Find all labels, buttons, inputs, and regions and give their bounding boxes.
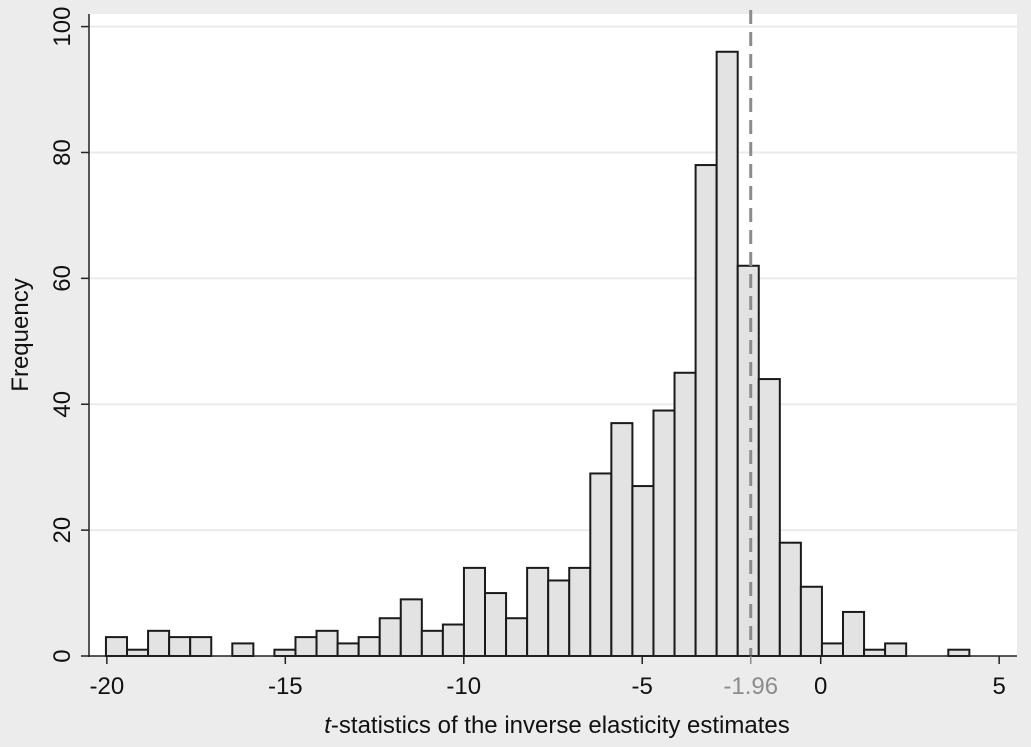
histogram-bar-5 xyxy=(189,636,213,658)
histogram-bar-7 xyxy=(273,648,297,657)
histogram-bar-32 xyxy=(799,585,823,657)
histogram-bar-27 xyxy=(694,164,718,657)
histogram-bar-16 xyxy=(462,566,487,657)
x-tick-label--5: -5 xyxy=(632,673,653,700)
grid-lines xyxy=(89,25,1017,532)
histogram-bar-11 xyxy=(357,636,381,658)
histogram-bar-35 xyxy=(863,648,887,657)
axes: 0 20 40 60 80 100 -20 -15 -10 -5 0 5 -1.96 xyxy=(49,7,1017,700)
histogram-bar-2 xyxy=(126,648,150,657)
histogram-bar-8 xyxy=(294,636,318,658)
x-axis-title: t-statistics of the inverse elasticity e… xyxy=(324,712,790,739)
histogram-bar-9 xyxy=(315,629,339,658)
histogram-bar-13 xyxy=(399,598,423,658)
x-tick-label-0: 0 xyxy=(814,673,827,700)
histogram-bar-34 xyxy=(842,610,866,657)
y-tick-label-20: 20 xyxy=(49,517,76,544)
histogram-bar-23 xyxy=(610,422,634,657)
histogram-bar-24 xyxy=(631,485,655,658)
histogram-bar-17 xyxy=(484,592,508,658)
bars xyxy=(104,50,971,658)
histogram-bar-26 xyxy=(673,371,697,657)
histogram-bar-31 xyxy=(778,541,802,657)
histogram-bar-36 xyxy=(884,642,908,657)
histogram-bar-30 xyxy=(757,378,781,657)
y-tick-label-0: 0 xyxy=(49,649,76,662)
reference-line-label: -1.96 xyxy=(723,673,778,700)
x-tick-label--10: -10 xyxy=(446,673,481,700)
histogram-bar-19 xyxy=(526,566,550,657)
histogram-bar-14 xyxy=(420,629,444,658)
y-axis-title: Frequency xyxy=(7,278,34,391)
x-tick-label-5: 5 xyxy=(992,673,1005,700)
x-axis-title-text: -statistics of the inverse elasticity es… xyxy=(331,712,790,739)
y-tick-label-100: 100 xyxy=(49,7,76,47)
histogram-bar-6 xyxy=(231,642,255,657)
histogram-bar-28 xyxy=(715,50,739,657)
histogram-bar-37 xyxy=(947,648,971,657)
y-tick-label-80: 80 xyxy=(49,139,76,166)
histogram-bar-21 xyxy=(568,566,592,657)
histogram-bar-1 xyxy=(104,636,129,658)
y-tick-label-60: 60 xyxy=(49,265,76,292)
histogram-bar-20 xyxy=(547,579,571,657)
histogram-bar-33 xyxy=(820,642,844,657)
histogram-bar-25 xyxy=(652,409,676,657)
plot-area xyxy=(89,14,1017,656)
histogram-bar-4 xyxy=(168,636,192,658)
histogram-bar-29 xyxy=(736,264,760,657)
histogram-bar-10 xyxy=(336,642,360,657)
histogram-bar-18 xyxy=(505,617,529,657)
histogram-bar-22 xyxy=(589,472,613,657)
y-tick-label-40: 40 xyxy=(49,391,76,418)
x-tick-label--20: -20 xyxy=(90,673,125,700)
x-axis-title-italic: t xyxy=(324,712,332,739)
histogram-bar-15 xyxy=(441,623,465,658)
histogram-bar-3 xyxy=(147,629,171,658)
x-tick-label--15: -15 xyxy=(268,673,303,700)
histogram-bar-12 xyxy=(378,617,402,657)
